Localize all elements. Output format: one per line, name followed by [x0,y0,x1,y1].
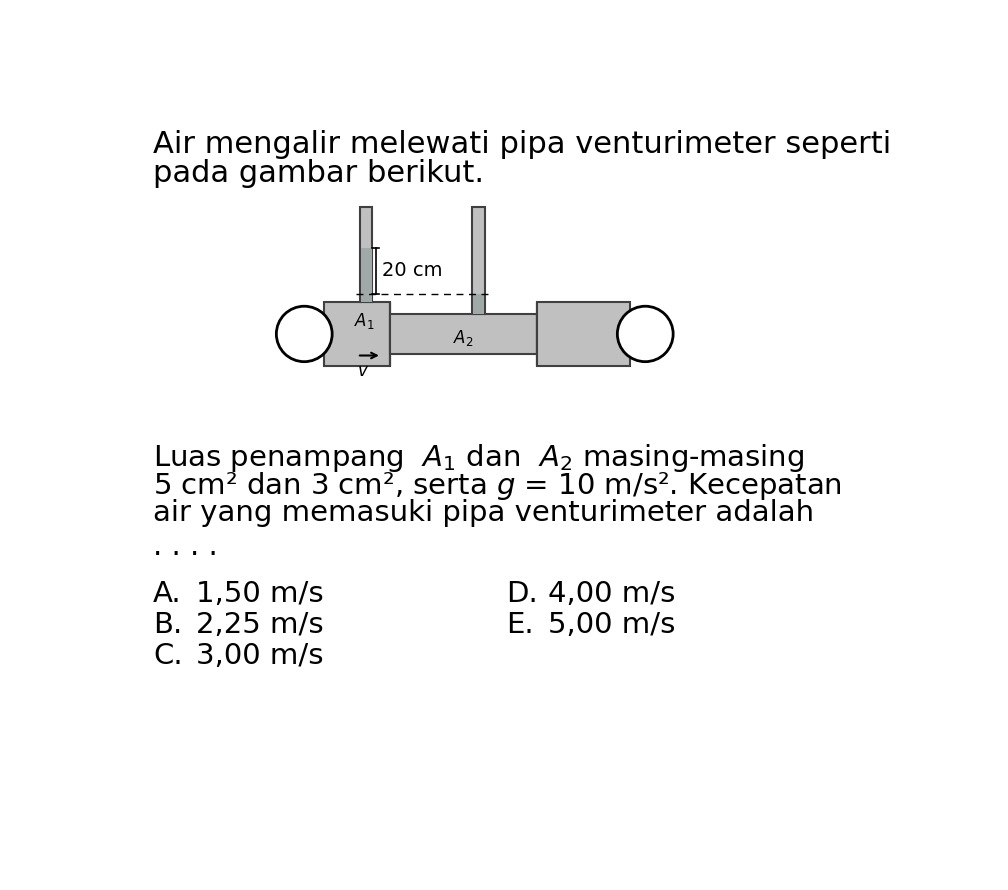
Polygon shape [389,314,536,354]
Circle shape [617,306,673,361]
Text: B.: B. [153,611,182,639]
Text: 20 cm: 20 cm [382,262,443,280]
Text: E.: E. [506,611,533,639]
Polygon shape [360,206,372,302]
Text: $A_2$: $A_2$ [453,328,474,348]
Text: Air mengalir melewati pipa venturimeter seperti: Air mengalir melewati pipa venturimeter … [153,130,891,159]
Text: 5 cm² dan 3 cm², serta $g$ = 10 m/s². Kecepatan: 5 cm² dan 3 cm², serta $g$ = 10 m/s². Ke… [153,470,842,502]
Text: A.: A. [153,580,181,609]
Polygon shape [536,302,630,367]
Polygon shape [473,206,485,314]
Text: air yang memasuki pipa venturimeter adalah: air yang memasuki pipa venturimeter adal… [153,498,814,527]
Text: . . . .: . . . . [153,533,218,562]
Text: $A_1$: $A_1$ [355,311,375,331]
Text: D.: D. [506,580,537,609]
Text: 1,50 m/s: 1,50 m/s [196,580,324,609]
Text: 4,00 m/s: 4,00 m/s [548,580,675,609]
Text: pada gambar berikut.: pada gambar berikut. [153,159,484,188]
Text: C.: C. [153,642,182,670]
Polygon shape [473,294,484,314]
Polygon shape [361,247,372,302]
Circle shape [276,306,333,361]
Text: Luas penampang  $A_1$ dan  $A_2$ masing-masing: Luas penampang $A_1$ dan $A_2$ masing-ma… [153,441,804,473]
Polygon shape [324,302,389,367]
Text: 2,25 m/s: 2,25 m/s [196,611,324,639]
Text: $v$: $v$ [357,361,369,380]
Text: 5,00 m/s: 5,00 m/s [548,611,675,639]
Text: 3,00 m/s: 3,00 m/s [196,642,324,670]
